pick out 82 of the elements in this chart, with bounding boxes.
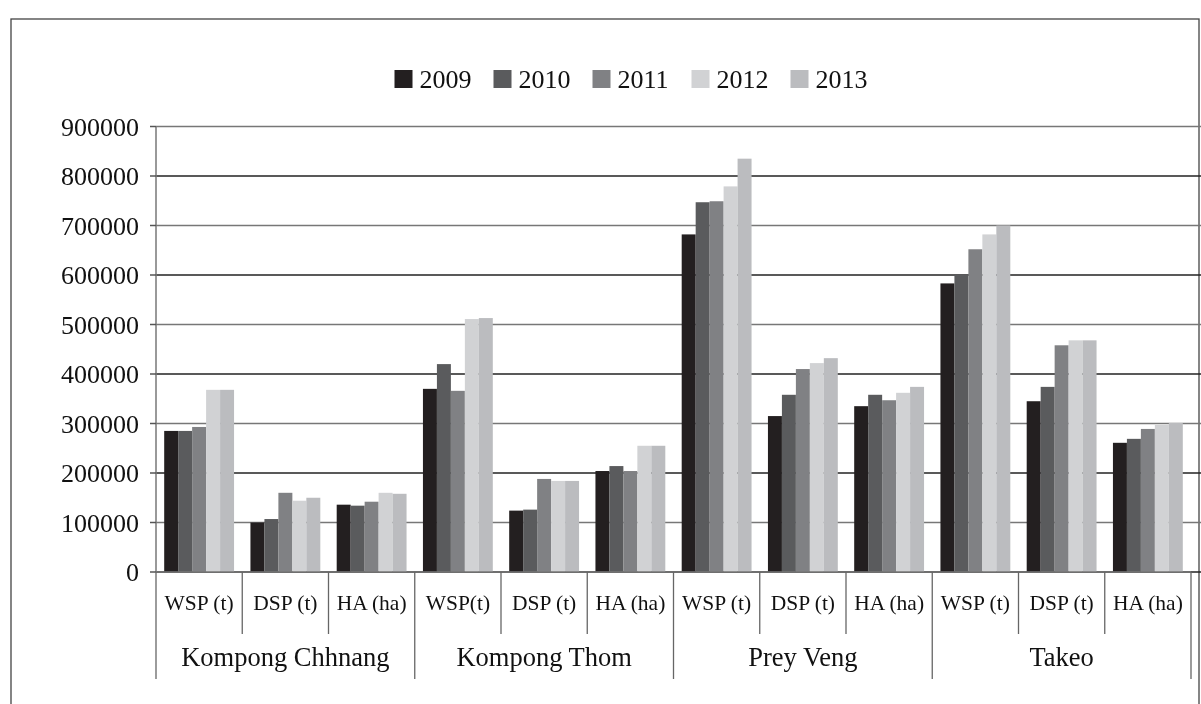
- y-tick-label: 900000: [61, 112, 139, 142]
- bar: [364, 501, 379, 572]
- x-tick-label: WSP(t): [425, 590, 491, 615]
- text: Kompong Thom: [456, 642, 633, 673]
- bar: [278, 492, 293, 572]
- bar: [178, 430, 193, 572]
- y-tick-label: 0: [126, 558, 139, 588]
- bar: [781, 394, 796, 572]
- bar: [737, 158, 752, 572]
- bar: [1168, 423, 1183, 572]
- bar: [954, 274, 969, 572]
- bar: [250, 522, 265, 572]
- y-tick-label: 800000: [61, 162, 139, 192]
- x-tick-label: WSP (t): [164, 590, 234, 615]
- bar: [537, 478, 552, 572]
- bar: [910, 386, 925, 572]
- y-tick-label: 500000: [61, 310, 139, 340]
- x-tick-label: HA (ha): [595, 590, 666, 615]
- bar: [723, 186, 738, 572]
- x-tick-label: HA (ha): [1112, 590, 1183, 615]
- bar: [896, 392, 911, 572]
- bar: [551, 480, 566, 572]
- y-tick-label: 600000: [61, 261, 139, 291]
- bar: [1040, 386, 1055, 572]
- bar: [996, 225, 1011, 572]
- x-tick-label: HA (ha): [854, 590, 925, 615]
- x-tick-label: DSP (t): [1029, 590, 1094, 615]
- legend-label: 2010: [518, 65, 571, 95]
- bar: [220, 389, 235, 572]
- bar: [1140, 428, 1155, 572]
- bar: [1054, 345, 1069, 572]
- bar: [1082, 340, 1097, 572]
- text: Kompong Chhnang: [181, 642, 390, 673]
- y-tick-label: 300000: [61, 409, 139, 439]
- bar: [637, 445, 652, 572]
- bar: [623, 471, 638, 572]
- bar: [450, 390, 465, 572]
- bar: [1126, 438, 1141, 572]
- text: Prey Veng: [748, 642, 858, 673]
- bar: [392, 493, 407, 572]
- bar: [868, 394, 883, 572]
- bar: [436, 364, 451, 572]
- bar: [509, 510, 524, 572]
- bar: [809, 363, 824, 572]
- bar: [464, 319, 479, 572]
- bar: [882, 400, 897, 572]
- bar: [1068, 340, 1083, 572]
- y-tick-label: 400000: [61, 360, 139, 390]
- bar: [1154, 424, 1169, 572]
- bar: [378, 492, 393, 572]
- bar: [968, 249, 983, 572]
- y-tick-label: 100000: [61, 508, 139, 538]
- bar: [982, 234, 997, 572]
- legend-label: 2011: [617, 65, 669, 95]
- y-tick-label: 200000: [61, 459, 139, 489]
- bar: [523, 509, 538, 572]
- bar: [350, 505, 365, 572]
- x-tick-label: DSP (t): [511, 590, 577, 615]
- bar: [823, 358, 838, 572]
- bar: [565, 480, 580, 572]
- legend-label: 2013: [815, 65, 868, 95]
- bar: [192, 426, 207, 572]
- x-tick-label: WSP (t): [940, 590, 1010, 615]
- legend-label: 2012: [716, 65, 769, 95]
- bar: [695, 202, 710, 572]
- x-tick-label: DSP (t): [253, 590, 318, 615]
- bar: [609, 466, 624, 572]
- bar: [336, 504, 351, 572]
- x-tick-label: DSP (t): [770, 590, 836, 615]
- legend-label: 2009: [419, 65, 472, 95]
- bar: [795, 369, 810, 572]
- y-tick-label: 700000: [61, 211, 139, 241]
- bar: [651, 445, 666, 572]
- bar: [709, 201, 724, 572]
- bar: [264, 519, 279, 572]
- bar: [306, 497, 321, 572]
- bar: [478, 318, 493, 572]
- x-tick-label: WSP (t): [682, 590, 752, 615]
- bar: [206, 389, 221, 572]
- bar: [292, 500, 307, 572]
- text: Takeo: [1029, 642, 1094, 673]
- x-tick-label: HA (ha): [336, 590, 407, 615]
